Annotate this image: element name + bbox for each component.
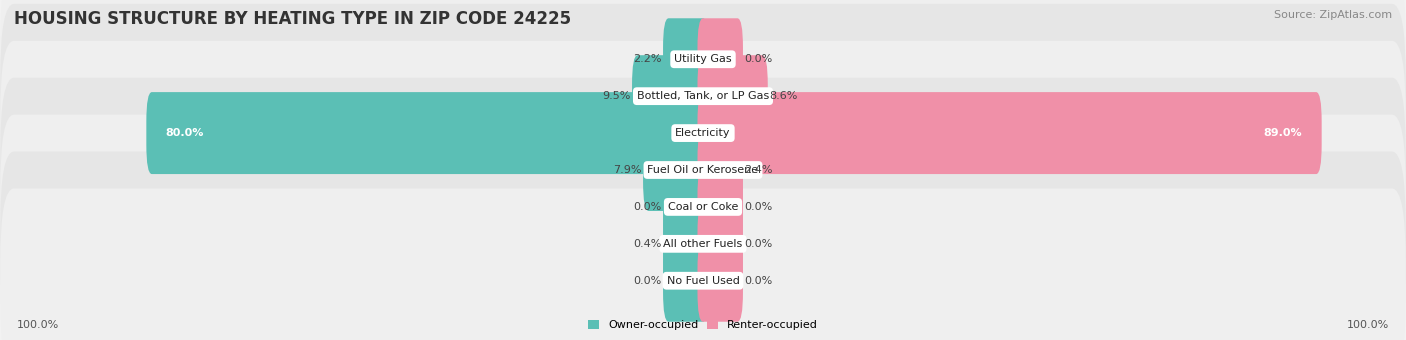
FancyBboxPatch shape [664, 203, 709, 285]
FancyBboxPatch shape [697, 129, 742, 211]
FancyBboxPatch shape [643, 129, 709, 211]
FancyBboxPatch shape [0, 152, 1406, 336]
FancyBboxPatch shape [633, 55, 709, 137]
FancyBboxPatch shape [0, 41, 1406, 225]
FancyBboxPatch shape [697, 55, 768, 137]
FancyBboxPatch shape [664, 18, 709, 100]
Text: 0.0%: 0.0% [634, 202, 662, 212]
Text: 7.9%: 7.9% [613, 165, 641, 175]
Text: Coal or Coke: Coal or Coke [668, 202, 738, 212]
Text: 0.4%: 0.4% [633, 239, 662, 249]
Legend: Owner-occupied, Renter-occupied: Owner-occupied, Renter-occupied [583, 315, 823, 335]
Text: Source: ZipAtlas.com: Source: ZipAtlas.com [1274, 10, 1392, 20]
Text: 9.5%: 9.5% [602, 91, 631, 101]
FancyBboxPatch shape [697, 18, 742, 100]
Text: Electricity: Electricity [675, 128, 731, 138]
Text: No Fuel Used: No Fuel Used [666, 276, 740, 286]
FancyBboxPatch shape [697, 203, 742, 285]
FancyBboxPatch shape [0, 4, 1406, 188]
FancyBboxPatch shape [146, 92, 709, 174]
FancyBboxPatch shape [697, 166, 742, 248]
FancyBboxPatch shape [0, 188, 1406, 340]
Text: Bottled, Tank, or LP Gas: Bottled, Tank, or LP Gas [637, 91, 769, 101]
Text: 0.0%: 0.0% [744, 202, 772, 212]
FancyBboxPatch shape [0, 0, 1406, 152]
Text: 0.0%: 0.0% [744, 239, 772, 249]
FancyBboxPatch shape [664, 166, 709, 248]
Text: Utility Gas: Utility Gas [675, 54, 731, 64]
FancyBboxPatch shape [697, 92, 1322, 174]
Text: 0.0%: 0.0% [634, 276, 662, 286]
Text: 2.4%: 2.4% [744, 165, 773, 175]
Text: 0.0%: 0.0% [744, 276, 772, 286]
Text: 100.0%: 100.0% [1347, 320, 1389, 330]
Text: 2.2%: 2.2% [633, 54, 662, 64]
Text: 80.0%: 80.0% [166, 128, 204, 138]
Text: 100.0%: 100.0% [17, 320, 59, 330]
Text: 89.0%: 89.0% [1264, 128, 1302, 138]
FancyBboxPatch shape [697, 240, 742, 322]
Text: Fuel Oil or Kerosene: Fuel Oil or Kerosene [647, 165, 759, 175]
Text: 0.0%: 0.0% [744, 54, 772, 64]
FancyBboxPatch shape [664, 240, 709, 322]
FancyBboxPatch shape [0, 115, 1406, 299]
Text: HOUSING STRUCTURE BY HEATING TYPE IN ZIP CODE 24225: HOUSING STRUCTURE BY HEATING TYPE IN ZIP… [14, 10, 571, 28]
Text: 8.6%: 8.6% [769, 91, 797, 101]
Text: All other Fuels: All other Fuels [664, 239, 742, 249]
FancyBboxPatch shape [0, 78, 1406, 262]
